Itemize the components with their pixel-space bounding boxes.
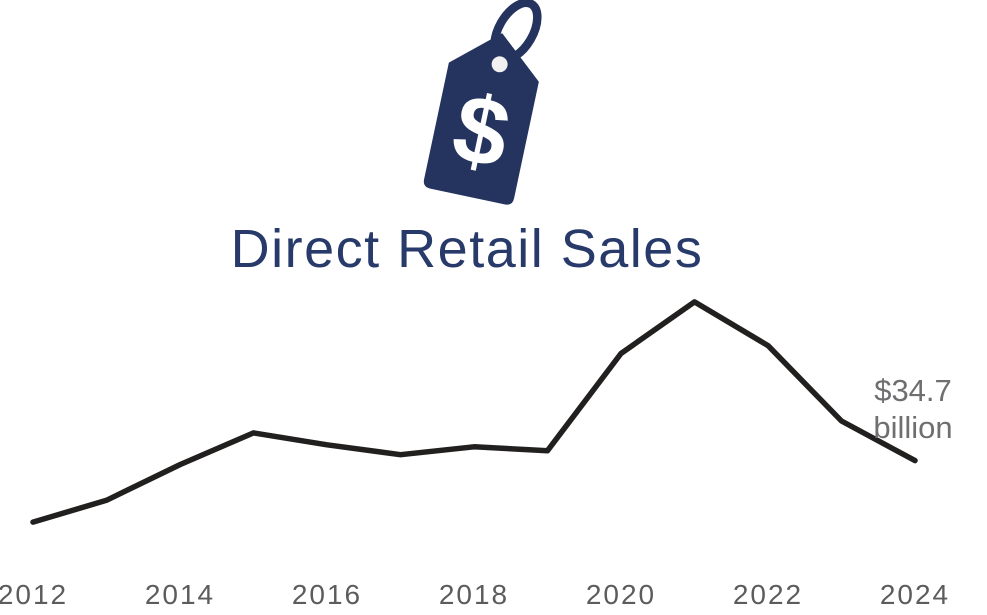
value-annotation: $34.7 billion <box>843 372 983 446</box>
tag-body <box>423 33 539 205</box>
page-title: Direct Retail Sales <box>230 219 704 279</box>
price-tag-dollar-icon: $ <box>423 0 542 205</box>
sales-trend-line <box>30 299 918 525</box>
annotation-value: $34.7 <box>874 373 952 408</box>
tag-hole <box>491 56 508 73</box>
annotation-unit: billion <box>873 410 953 445</box>
